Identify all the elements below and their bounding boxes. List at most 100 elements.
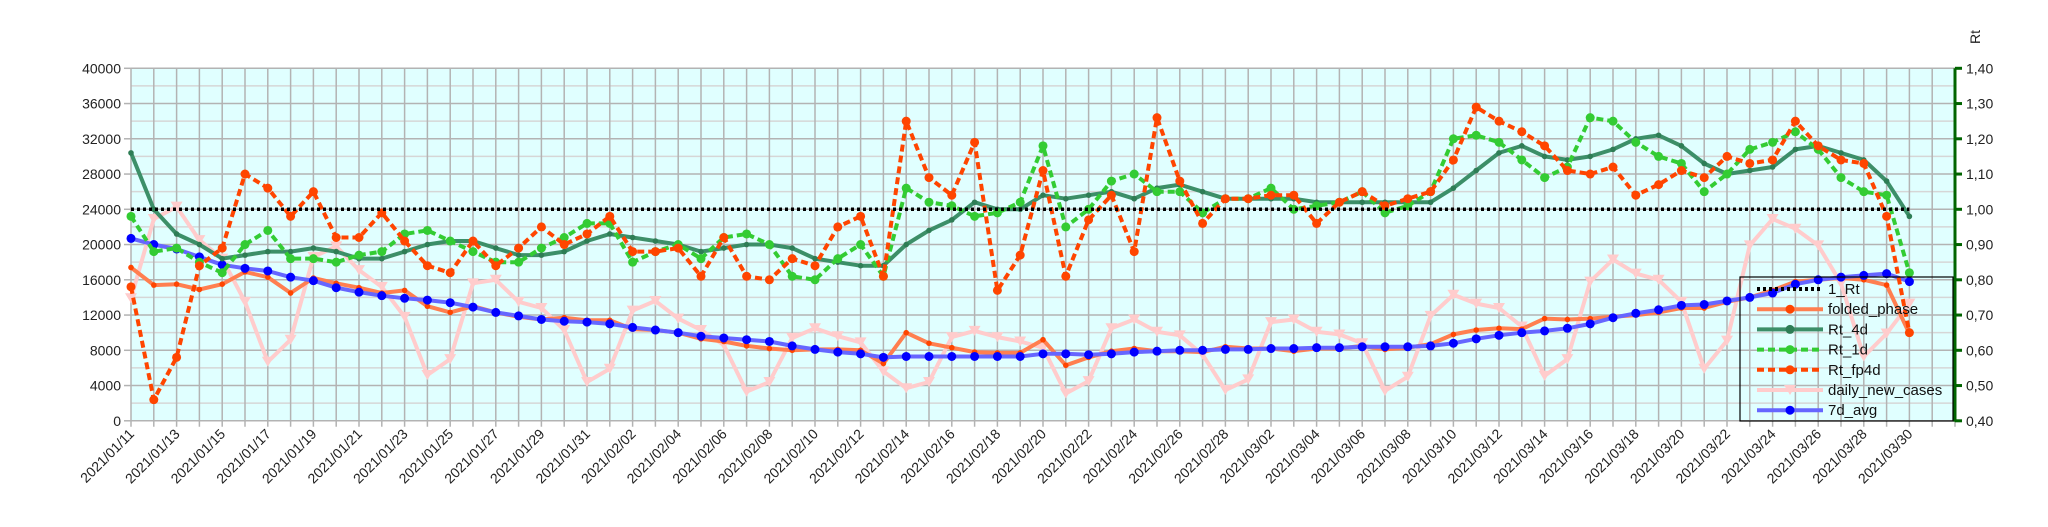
data-point-Rt_4d — [1450, 185, 1457, 191]
data-point-daily_new_cases — [1128, 314, 1141, 325]
data-point-7d_avg — [286, 272, 296, 282]
data-point-daily_new_cases — [649, 295, 662, 306]
data-point-Rt_1d — [149, 247, 159, 257]
data-point-Rt_fp4d — [194, 261, 204, 271]
data-point-folded_phase — [173, 281, 180, 288]
data-point-Rt_4d — [1883, 178, 1890, 184]
data-point-7d_avg — [1038, 349, 1048, 359]
data-point-daily_new_cases — [170, 201, 183, 212]
data-point-7d_avg — [1745, 292, 1755, 302]
data-point-Rt_4d — [1199, 188, 1206, 195]
data-point-Rt_4d — [789, 245, 795, 251]
data-point-Rt_1d — [377, 247, 387, 257]
data-point-folded_phase — [424, 303, 431, 310]
data-point-Rt_fp4d — [1403, 194, 1413, 204]
data-point-Rt_1d — [1129, 169, 1139, 179]
data-point-Rt_fp4d — [742, 271, 752, 281]
data-point-daily_new_cases — [1493, 303, 1505, 313]
data-point-7d_avg — [1289, 344, 1299, 354]
data-point-Rt_fp4d — [468, 236, 478, 246]
data-point-Rt_fp4d — [1084, 215, 1094, 225]
data-point-Rt_fp4d — [696, 271, 706, 281]
data-point-daily_new_cases — [831, 331, 844, 342]
data-point-Rt_1d — [1904, 268, 1914, 278]
data-point-Rt_4d — [1359, 199, 1365, 206]
right-axis-title: Rt — [1967, 30, 1983, 44]
data-point-Rt_1d — [1882, 190, 1892, 200]
data-point-7d_avg — [1243, 344, 1253, 354]
data-point-Rt_1d — [1836, 173, 1846, 183]
data-point-daily_new_cases — [535, 303, 548, 313]
data-point-Rt_fp4d — [1676, 166, 1686, 176]
data-point-7d_avg — [1334, 343, 1344, 353]
left-axis-tick-label: 16000 — [82, 272, 121, 288]
data-point-daily_new_cases — [1721, 335, 1733, 346]
data-point-7d_avg — [1585, 319, 1595, 329]
data-point-7d_avg — [354, 287, 364, 297]
data-point-Rt_1d — [126, 211, 136, 221]
data-point-daily_new_cases — [1857, 351, 1870, 362]
data-point-Rt_fp4d — [1061, 271, 1071, 281]
data-point-Rt_1d — [1448, 134, 1458, 144]
data-point-Rt_1d — [1289, 204, 1299, 214]
data-point-Rt_1d — [308, 254, 318, 264]
data-point-daily_new_cases — [467, 278, 479, 289]
data-point-daily_new_cases — [1812, 240, 1825, 251]
data-point-daily_new_cases — [626, 305, 639, 316]
data-point-Rt_1d — [764, 240, 774, 250]
data-point-Rt_fp4d — [1540, 141, 1550, 151]
data-point-7d_avg — [1403, 342, 1413, 352]
data-point-folded_phase — [743, 343, 750, 349]
data-point-Rt_fp4d — [491, 261, 501, 271]
data-point-Rt_4d — [1496, 150, 1502, 156]
data-point-Rt_4d — [493, 245, 499, 251]
data-point-daily_new_cases — [854, 337, 867, 348]
data-point-7d_avg — [1494, 330, 1504, 340]
data-point-Rt_fp4d — [536, 222, 546, 232]
data-point-Rt_fp4d — [1562, 166, 1572, 176]
data-point-Rt_4d — [652, 238, 659, 244]
data-point-Rt_4d — [971, 199, 978, 206]
data-point-daily_new_cases — [786, 332, 799, 343]
right-axis-tick-label: 1,40 — [1966, 60, 1993, 76]
legend-marker-daily_new_cases — [1784, 385, 1796, 395]
data-point-7d_avg — [1015, 351, 1025, 361]
data-point-Rt_fp4d — [1426, 187, 1436, 197]
data-point-daily_new_cases — [421, 369, 434, 380]
left-axis-tick-label: 12000 — [82, 307, 121, 323]
data-point-daily_new_cases — [193, 235, 206, 246]
data-point-Rt_fp4d — [1654, 180, 1664, 190]
data-point-Rt_fp4d — [901, 116, 911, 126]
data-point-Rt_fp4d — [878, 271, 888, 281]
data-point-daily_new_cases — [1379, 385, 1391, 396]
data-point-Rt_1d — [1266, 183, 1276, 193]
data-point-7d_avg — [536, 314, 546, 324]
data-point-Rt_1d — [286, 254, 296, 264]
left-axis-tick-label: 4000 — [90, 378, 121, 394]
data-point-Rt_1d — [742, 229, 752, 239]
legend: 1_Rt folded_phase Rt_4d Rt_1d Rt_fp4d daily_n… — [1739, 276, 1954, 422]
data-point-Rt_4d — [1678, 143, 1685, 149]
data-point-7d_avg — [901, 351, 911, 361]
data-point-daily_new_cases — [1424, 310, 1437, 321]
data-point-Rt_fp4d — [1198, 218, 1208, 228]
data-point-folded_phase — [196, 286, 203, 293]
data-point-Rt_fp4d — [628, 247, 638, 257]
data-point-Rt_4d — [1610, 146, 1616, 153]
data-point-Rt_fp4d — [1448, 155, 1458, 165]
data-point-Rt_1d — [217, 268, 227, 278]
data-point-daily_new_cases — [1629, 268, 1642, 279]
data-point-Rt_1d — [1471, 130, 1481, 140]
data-point-Rt_1d — [1859, 187, 1869, 197]
data-point-7d_avg — [764, 336, 774, 346]
data-point-daily_new_cases — [1219, 384, 1232, 395]
data-point-Rt_fp4d — [1106, 190, 1116, 200]
data-point-daily_new_cases — [239, 296, 251, 307]
data-point-7d_avg — [1152, 346, 1162, 356]
legend-label-Rt_4d: Rt_4d — [1828, 321, 1868, 338]
data-point-Rt_fp4d — [1038, 166, 1048, 176]
data-point-Rt_fp4d — [856, 211, 866, 221]
data-point-7d_avg — [1859, 270, 1869, 280]
data-point-7d_avg — [696, 331, 706, 341]
data-point-daily_new_cases — [353, 265, 365, 276]
